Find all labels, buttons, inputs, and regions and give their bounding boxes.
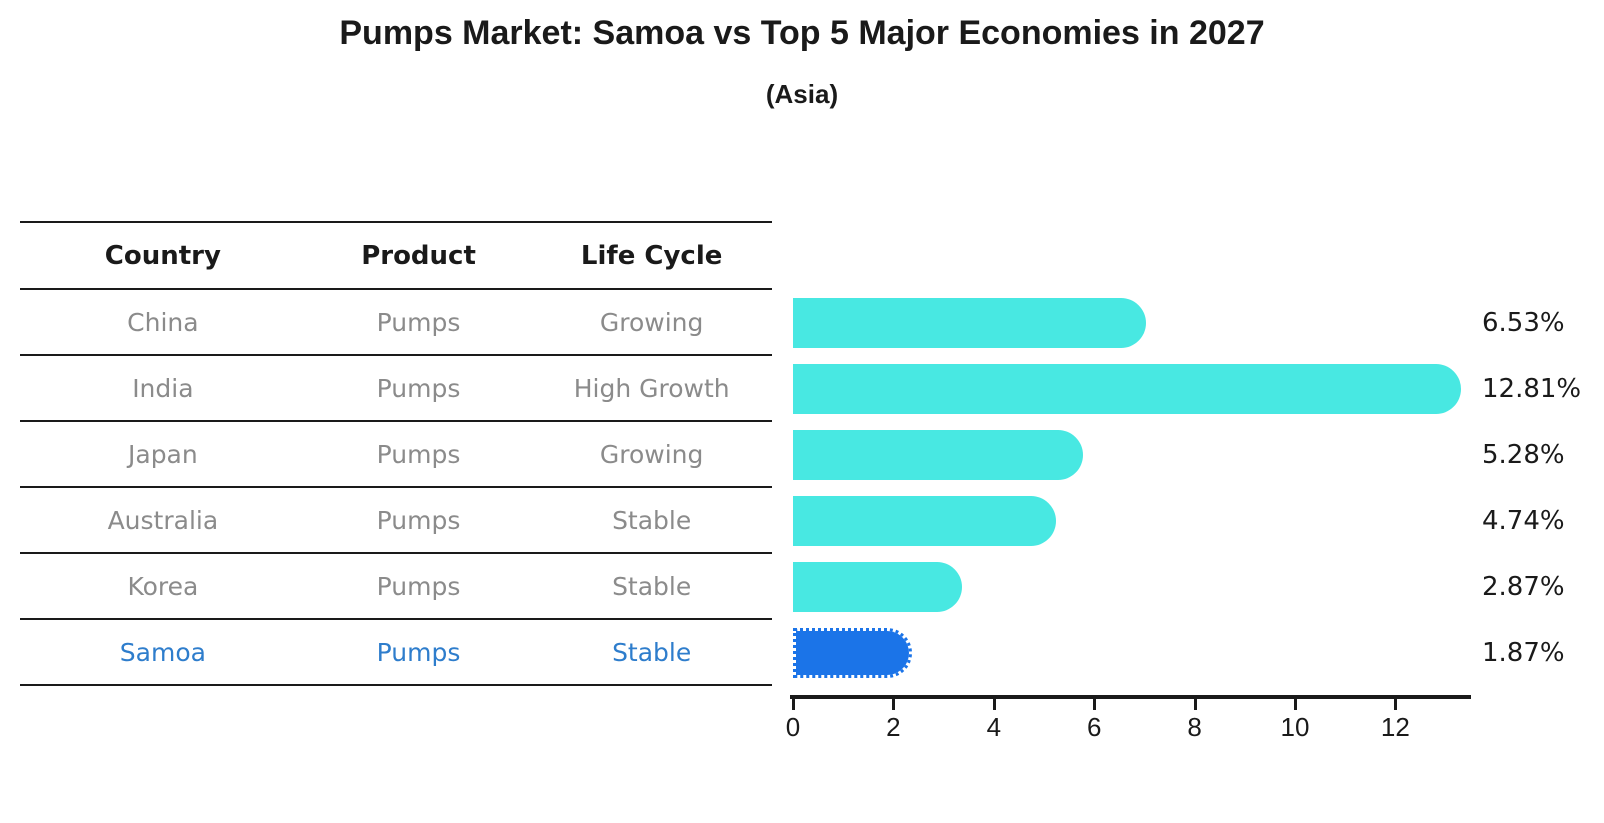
x-tick-mark-2 (892, 699, 896, 710)
x-tick-label-2: 2 (886, 712, 901, 742)
cell-product-china: Pumps (376, 307, 461, 337)
x-tick-mark-10 (1294, 699, 1297, 710)
x-tick-mark-6 (1093, 699, 1097, 710)
cell-country-india: India (132, 373, 194, 403)
header-product: Product (361, 240, 476, 271)
value-label-korea: 2.87% (1482, 572, 1565, 602)
cell-product-india: Pumps (376, 373, 461, 403)
table-row-samoa: Samoa Pumps Stable (20, 620, 772, 686)
cell-product-samoa: Pumps (376, 637, 461, 667)
x-tick-mark-4 (992, 699, 996, 710)
x-tick-label-10: 10 (1280, 712, 1310, 742)
bar-china (793, 298, 1146, 348)
cell-country-australia: Australia (107, 505, 219, 535)
bar-india (793, 364, 1461, 414)
country-table: Country Product Life Cycle China Pumps Gro… (20, 221, 772, 686)
cell-country-korea: Korea (127, 571, 199, 601)
value-label-china: 6.53% (1482, 308, 1565, 338)
cell-life-cycle-japan: Growing (599, 439, 704, 469)
table-row-japan: Japan Pumps Growing (20, 422, 772, 488)
x-tick-mark-8 (1193, 699, 1197, 710)
cell-country-samoa: Samoa (119, 637, 206, 667)
value-label-samoa: 1.87% (1482, 638, 1565, 668)
cell-life-cycle-samoa: Stable (612, 637, 692, 667)
cell-life-cycle-india: High Growth (573, 373, 730, 403)
cell-country-japan: Japan (128, 439, 198, 469)
bar-samoa (793, 628, 912, 678)
x-tick-label-0: 0 (785, 712, 801, 742)
table-row-india: India Pumps High Growth (20, 356, 772, 422)
table-header-row: Country Product Life Cycle (20, 221, 772, 290)
x-tick-mark-12 (1394, 699, 1398, 710)
cell-life-cycle-korea: Stable (612, 571, 692, 601)
table-row-china: China Pumps Growing (20, 290, 772, 356)
chart-title: Pumps Market: Samoa vs Top 5 Major Econo… (339, 14, 1265, 52)
table-row-korea: Korea Pumps Stable (20, 554, 772, 620)
table-row-australia: Australia Pumps Stable (20, 488, 772, 554)
bar-korea (793, 562, 962, 612)
value-label-australia: 4.74% (1482, 506, 1565, 536)
x-axis-line (790, 695, 1471, 699)
value-label-india: 12.81% (1482, 374, 1582, 404)
bar-australia (793, 496, 1056, 546)
cell-life-cycle-australia: Stable (612, 505, 692, 535)
bar-japan (793, 430, 1083, 480)
x-tick-label-6: 6 (1086, 712, 1102, 742)
cell-country-china: China (127, 307, 199, 337)
x-tick-label-12: 12 (1380, 712, 1410, 742)
x-tick-mark-0 (792, 699, 795, 710)
cell-product-japan: Pumps (376, 439, 461, 469)
value-label-japan: 5.28% (1482, 440, 1565, 470)
x-tick-label-8: 8 (1187, 712, 1202, 742)
cell-product-australia: Pumps (376, 505, 461, 535)
cell-life-cycle-china: Growing (599, 307, 704, 337)
header-country: Country (104, 240, 221, 271)
chart-subtitle: (Asia) (765, 79, 839, 109)
header-life-cycle: Life Cycle (580, 240, 723, 271)
table-body: China Pumps Growing India Pumps High Growth Ja… (20, 290, 772, 686)
x-tick-label-4: 4 (986, 712, 1002, 742)
cell-product-korea: Pumps (376, 571, 461, 601)
